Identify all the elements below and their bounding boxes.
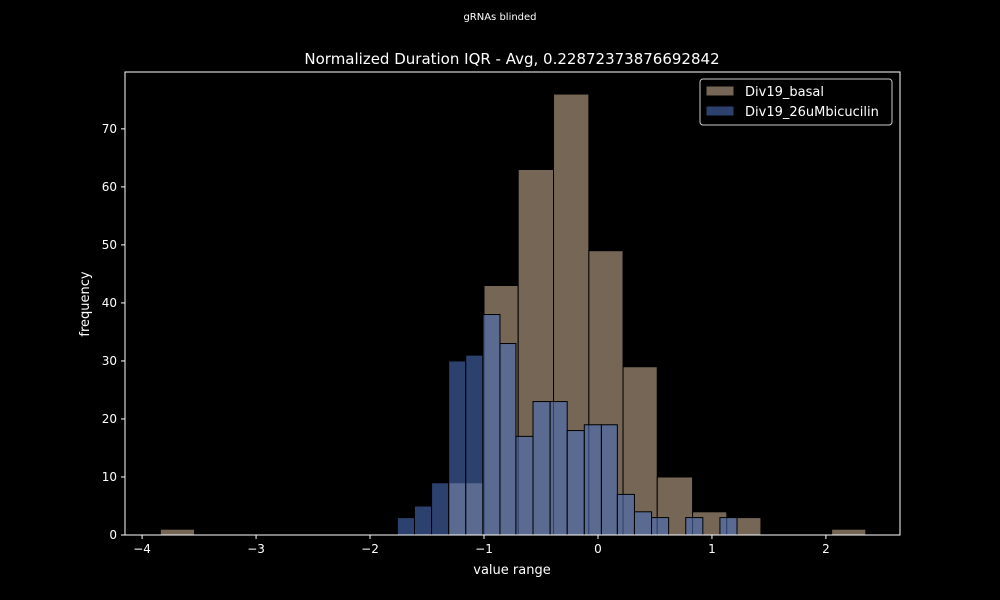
bar-bicucilin-17 xyxy=(685,517,704,536)
bar-basal-10 xyxy=(831,528,867,536)
bar-bicucilin-12 xyxy=(600,424,618,536)
y-tick-label-6: 60 xyxy=(102,180,117,194)
x-tick-label-6: 2 xyxy=(822,542,830,556)
bar-bicucilin-1 xyxy=(413,505,433,536)
y-tick-label-5: 50 xyxy=(102,238,117,252)
x-axis-label: value range xyxy=(473,563,550,578)
x-tick-label-4: 0 xyxy=(594,542,602,556)
bar-bicucilin-2 xyxy=(431,482,450,536)
bar-bicucilin-14 xyxy=(633,511,653,536)
legend-swatch-0 xyxy=(705,85,735,97)
bar-basal-0 xyxy=(159,528,196,536)
bar-bicucilin-4 xyxy=(465,354,484,536)
x-tick-label-2: −2 xyxy=(361,542,379,556)
bar-bicucilin-10 xyxy=(566,430,585,536)
bar-bicucilin-19 xyxy=(719,517,738,536)
bar-bicucilin-3 xyxy=(448,360,467,536)
y-tick-label-3: 30 xyxy=(102,354,117,368)
figure-suptitle: gRNAs blinded xyxy=(463,12,536,23)
x-tick-label-0: −4 xyxy=(133,542,151,556)
x-tick-label-3: −1 xyxy=(475,542,493,556)
bar-bicucilin-5 xyxy=(482,314,501,536)
chart-title: Normalized Duration IQR - Avg, 0.2287237… xyxy=(304,50,719,68)
y-axis-label: frequency xyxy=(78,271,93,337)
bar-bicucilin-13 xyxy=(616,493,635,536)
y-tick-label-1: 10 xyxy=(102,470,117,484)
y-tick-label-0: 0 xyxy=(109,528,117,542)
bar-bicucilin-8 xyxy=(532,401,551,536)
bars-layer xyxy=(159,93,867,536)
bar-bicucilin-7 xyxy=(515,435,534,536)
legend: Div19_basal Div19_26uMbicucilin xyxy=(699,78,893,126)
legend-swatch-1 xyxy=(705,105,735,117)
bar-bicucilin-6 xyxy=(499,343,517,536)
bar-bicucilin-11 xyxy=(583,424,602,536)
legend-label-0: Div19_basal xyxy=(745,85,824,100)
bar-bicucilin-9 xyxy=(549,401,568,536)
legend-box xyxy=(699,78,893,126)
y-tick-label-7: 70 xyxy=(102,122,117,136)
x-tick-label-1: −3 xyxy=(247,542,265,556)
y-tick-label-4: 40 xyxy=(102,296,117,310)
y-tick-label-2: 20 xyxy=(102,412,117,426)
bar-bicucilin-15 xyxy=(651,517,670,536)
x-tick-label-5: 1 xyxy=(708,542,716,556)
bar-bicucilin-0 xyxy=(396,517,415,536)
legend-label-1: Div19_26uMbicucilin xyxy=(745,105,879,120)
plot-frame xyxy=(124,71,901,536)
